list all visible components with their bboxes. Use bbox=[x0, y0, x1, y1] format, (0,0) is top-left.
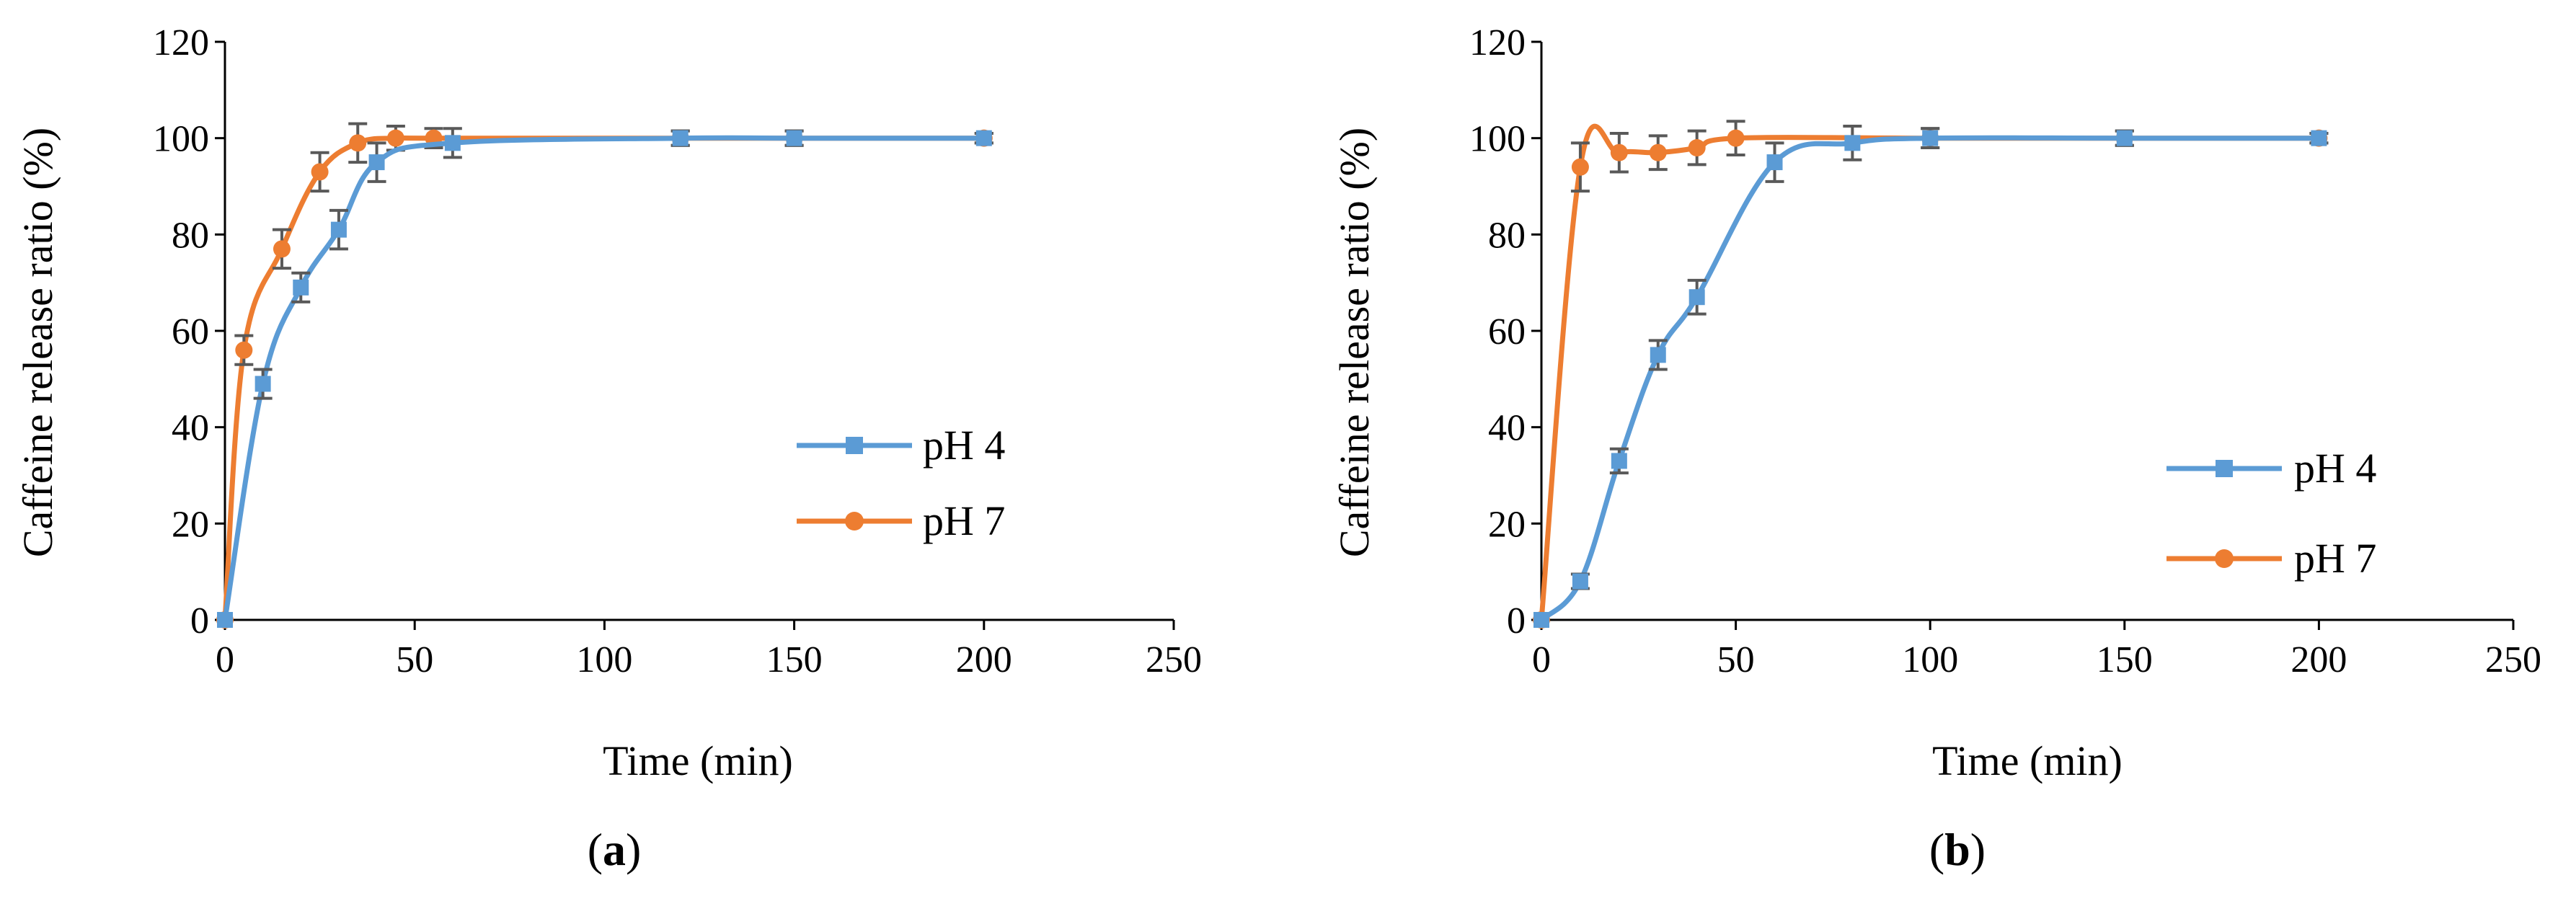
data-point bbox=[1571, 158, 1589, 176]
data-point bbox=[1533, 612, 1549, 628]
chart-panel-a: 0 20 40 60 80 100 120 0 50 100 150 200 250 Caffeine … bbox=[14, 22, 1202, 875]
data-point bbox=[2311, 130, 2327, 146]
data-point bbox=[311, 163, 329, 181]
data-point bbox=[2116, 130, 2133, 146]
series-line-ph7 bbox=[1539, 123, 2319, 621]
series-ph4 bbox=[217, 127, 993, 628]
data-point bbox=[1572, 573, 1588, 590]
panel-label: (b) bbox=[1929, 824, 1986, 875]
legend-entry-ph4: pH 4 bbox=[797, 422, 1005, 469]
legend: pH 4 pH 7 bbox=[797, 422, 1005, 544]
x-tick-label: 150 bbox=[766, 639, 823, 680]
series-line-ph4 bbox=[1539, 135, 2319, 622]
axes: 0 20 40 60 80 100 120 0 50 100 150 200 250 bbox=[153, 22, 1202, 680]
data-point bbox=[349, 134, 367, 152]
y-axis-title: Caffeine release ratio (%) bbox=[14, 128, 61, 557]
data-point bbox=[368, 154, 385, 171]
axes: 0 20 40 60 80 100 120 0 50 100 150 200 250 bbox=[1469, 22, 2541, 680]
data-point bbox=[1649, 143, 1667, 161]
chart-panel-b: 0 20 40 60 80 100 120 0 50 100 150 200 250 Caffeine … bbox=[1331, 22, 2541, 875]
series-ph4 bbox=[1533, 124, 2329, 628]
data-point bbox=[672, 130, 689, 146]
data-point bbox=[1650, 347, 1666, 363]
legend-label-ph7: pH 7 bbox=[2294, 535, 2376, 582]
x-axis-title: Time (min) bbox=[1932, 737, 2123, 784]
y-tick-label: 20 bbox=[1488, 504, 1526, 545]
legend-marker-ph4 bbox=[2216, 460, 2233, 477]
x-tick-label: 150 bbox=[2097, 639, 2153, 680]
y-tick-label: 100 bbox=[1469, 119, 1526, 160]
data-point bbox=[330, 221, 347, 238]
data-point bbox=[273, 240, 291, 258]
legend-label-ph4: pH 4 bbox=[923, 422, 1005, 469]
y-tick-label: 60 bbox=[1488, 311, 1526, 352]
legend-label-ph7: pH 7 bbox=[923, 497, 1005, 544]
x-tick-label: 100 bbox=[1902, 639, 1958, 680]
data-point bbox=[1766, 154, 1783, 171]
panel-label: (a) bbox=[588, 824, 642, 875]
y-tick-label: 40 bbox=[1488, 408, 1526, 449]
x-tick-label: 250 bbox=[1146, 639, 1202, 680]
data-point bbox=[975, 130, 992, 146]
series-ph7 bbox=[216, 122, 993, 629]
legend-entry-ph4: pH 4 bbox=[2166, 445, 2376, 492]
y-tick-label: 40 bbox=[172, 408, 209, 449]
data-point bbox=[1844, 135, 1861, 151]
x-tick-label: 200 bbox=[2290, 639, 2347, 680]
y-tick-label: 0 bbox=[190, 600, 209, 642]
x-tick-label: 0 bbox=[216, 639, 234, 680]
series-ph7 bbox=[1533, 120, 2329, 629]
y-tick-label: 20 bbox=[172, 504, 209, 545]
data-point bbox=[293, 279, 309, 296]
data-point bbox=[254, 376, 271, 392]
y-tick-label: 80 bbox=[172, 215, 209, 256]
y-axis-title: Caffeine release ratio (%) bbox=[1331, 128, 1378, 557]
y-tick-label: 120 bbox=[1469, 22, 1526, 63]
legend-marker-ph4 bbox=[846, 437, 863, 454]
x-tick-label: 250 bbox=[2485, 639, 2541, 680]
data-point bbox=[1610, 143, 1628, 161]
y-tick-label: 60 bbox=[172, 311, 209, 352]
legend-marker-ph7 bbox=[845, 512, 864, 531]
x-tick-label: 200 bbox=[956, 639, 1012, 680]
x-axis-title: Time (min) bbox=[603, 737, 793, 784]
data-point bbox=[1922, 130, 1939, 146]
x-tick-label: 50 bbox=[396, 639, 433, 680]
data-point bbox=[444, 135, 461, 151]
legend-marker-ph7 bbox=[2215, 549, 2234, 568]
data-point bbox=[1688, 289, 1705, 306]
x-tick-label: 100 bbox=[576, 639, 632, 680]
data-point bbox=[217, 612, 233, 628]
x-tick-label: 50 bbox=[1717, 639, 1755, 680]
y-tick-label: 0 bbox=[1507, 600, 1526, 642]
data-point bbox=[786, 130, 802, 146]
y-tick-label: 100 bbox=[153, 119, 209, 160]
data-point bbox=[1611, 453, 1627, 469]
y-tick-label: 120 bbox=[153, 22, 209, 63]
data-point bbox=[386, 129, 404, 147]
y-tick-label: 80 bbox=[1488, 215, 1526, 256]
legend-label-ph4: pH 4 bbox=[2294, 445, 2376, 492]
data-point bbox=[1688, 139, 1706, 157]
x-tick-label: 0 bbox=[1532, 639, 1551, 680]
legend-entry-ph7: pH 7 bbox=[2166, 535, 2376, 582]
legend-entry-ph7: pH 7 bbox=[797, 497, 1005, 544]
legend: pH 4 pH 7 bbox=[2166, 445, 2376, 582]
data-point bbox=[235, 341, 253, 359]
data-point bbox=[1727, 129, 1745, 147]
